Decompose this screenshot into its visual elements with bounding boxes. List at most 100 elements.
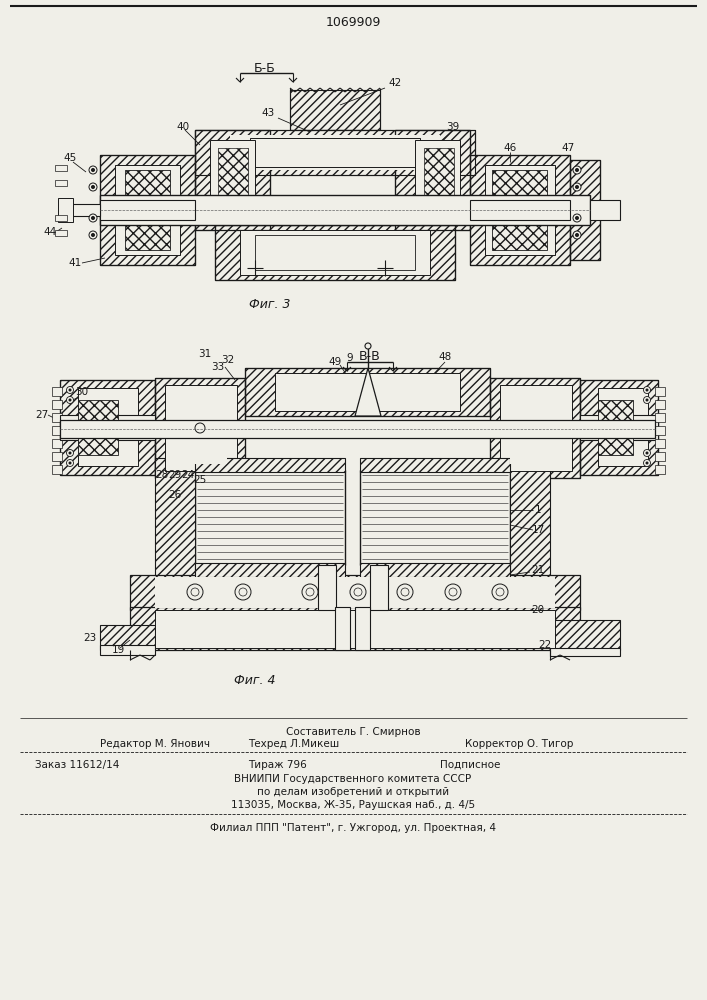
Text: 19: 19 [112, 645, 124, 655]
Circle shape [643, 396, 650, 403]
Circle shape [235, 584, 251, 600]
Bar [218, 148, 248, 212]
Bar [490, 378, 580, 478]
Bar [155, 577, 555, 608]
Text: Составитель Г. Смирнов: Составитель Г. Смирнов [286, 727, 421, 737]
Text: 23: 23 [83, 633, 97, 643]
Text: Заказ 11612/14: Заказ 11612/14 [35, 760, 119, 770]
Text: 28: 28 [156, 470, 169, 480]
Bar [415, 140, 460, 220]
Bar [470, 155, 570, 265]
Bar [470, 155, 570, 265]
Text: 39: 39 [446, 122, 460, 132]
Bar [52, 452, 62, 461]
Bar [360, 563, 510, 577]
Text: 45: 45 [64, 153, 76, 163]
Bar [130, 575, 580, 610]
Bar [335, 607, 350, 650]
Bar [100, 155, 195, 265]
Circle shape [89, 183, 97, 191]
Bar [485, 165, 555, 255]
Bar [570, 160, 600, 260]
Circle shape [496, 588, 504, 596]
Circle shape [573, 214, 581, 222]
Text: Фиг. 3: Фиг. 3 [250, 298, 291, 312]
Bar [360, 470, 510, 565]
Bar [60, 380, 155, 475]
Circle shape [89, 214, 97, 222]
Bar [55, 180, 67, 186]
Text: 113035, Москва, Ж-35, Раушская наб., д. 4/5: 113035, Москва, Ж-35, Раушская наб., д. … [231, 800, 475, 810]
Bar [655, 413, 665, 422]
Circle shape [445, 584, 461, 600]
Bar [590, 200, 620, 220]
Text: ВНИИПИ Государственного комитета СССР: ВНИИПИ Государственного комитета СССР [235, 774, 472, 784]
Bar [500, 385, 572, 471]
Bar [55, 215, 67, 221]
Bar [155, 458, 195, 578]
Bar [52, 413, 62, 422]
Bar [470, 200, 570, 220]
Bar [490, 378, 580, 478]
Circle shape [643, 386, 650, 393]
Circle shape [239, 588, 247, 596]
Bar [55, 165, 67, 171]
Bar [115, 165, 180, 255]
Circle shape [91, 216, 95, 220]
Bar [655, 426, 665, 435]
Bar [580, 380, 658, 475]
Text: 40: 40 [177, 122, 189, 132]
Circle shape [69, 388, 71, 391]
Bar [155, 378, 245, 478]
Bar [78, 388, 138, 466]
Bar [550, 648, 620, 656]
Text: Корректор О. Тигор: Корректор О. Тигор [465, 739, 573, 749]
Text: 17: 17 [532, 525, 544, 535]
Text: Фиг. 4: Фиг. 4 [234, 674, 276, 686]
Circle shape [645, 388, 648, 391]
Bar [570, 160, 600, 260]
Circle shape [350, 584, 366, 600]
Text: 30: 30 [76, 387, 88, 397]
Text: Техред Л.Микеш: Техред Л.Микеш [248, 739, 339, 749]
Bar [275, 373, 460, 411]
Bar [195, 563, 345, 577]
Bar [230, 135, 440, 170]
Bar [510, 458, 550, 578]
Bar [195, 130, 475, 175]
Bar [130, 607, 580, 650]
Circle shape [573, 183, 581, 191]
Bar [175, 392, 227, 464]
Text: 33: 33 [211, 362, 225, 372]
Circle shape [91, 185, 95, 189]
Circle shape [89, 231, 97, 239]
Text: 24: 24 [182, 470, 194, 480]
Text: 26: 26 [168, 490, 182, 500]
Bar [52, 465, 62, 474]
Bar [255, 235, 415, 270]
Circle shape [645, 452, 648, 454]
Circle shape [187, 584, 203, 600]
Circle shape [69, 452, 71, 454]
Text: 1069909: 1069909 [325, 15, 380, 28]
Bar [598, 400, 633, 455]
Bar [100, 195, 590, 225]
Text: 43: 43 [262, 108, 274, 118]
Circle shape [69, 462, 71, 464]
Text: 27: 27 [35, 410, 49, 420]
Bar [245, 368, 490, 416]
Circle shape [643, 460, 650, 466]
Circle shape [354, 588, 362, 596]
Circle shape [397, 584, 413, 600]
Bar [52, 400, 62, 409]
Bar [100, 625, 155, 650]
Polygon shape [355, 368, 381, 416]
Circle shape [575, 233, 579, 237]
Bar [424, 148, 454, 212]
Circle shape [449, 588, 457, 596]
Bar [60, 415, 155, 440]
Text: 49: 49 [328, 357, 341, 367]
Bar [510, 392, 562, 464]
Text: 44: 44 [43, 227, 57, 237]
Bar [155, 610, 555, 648]
